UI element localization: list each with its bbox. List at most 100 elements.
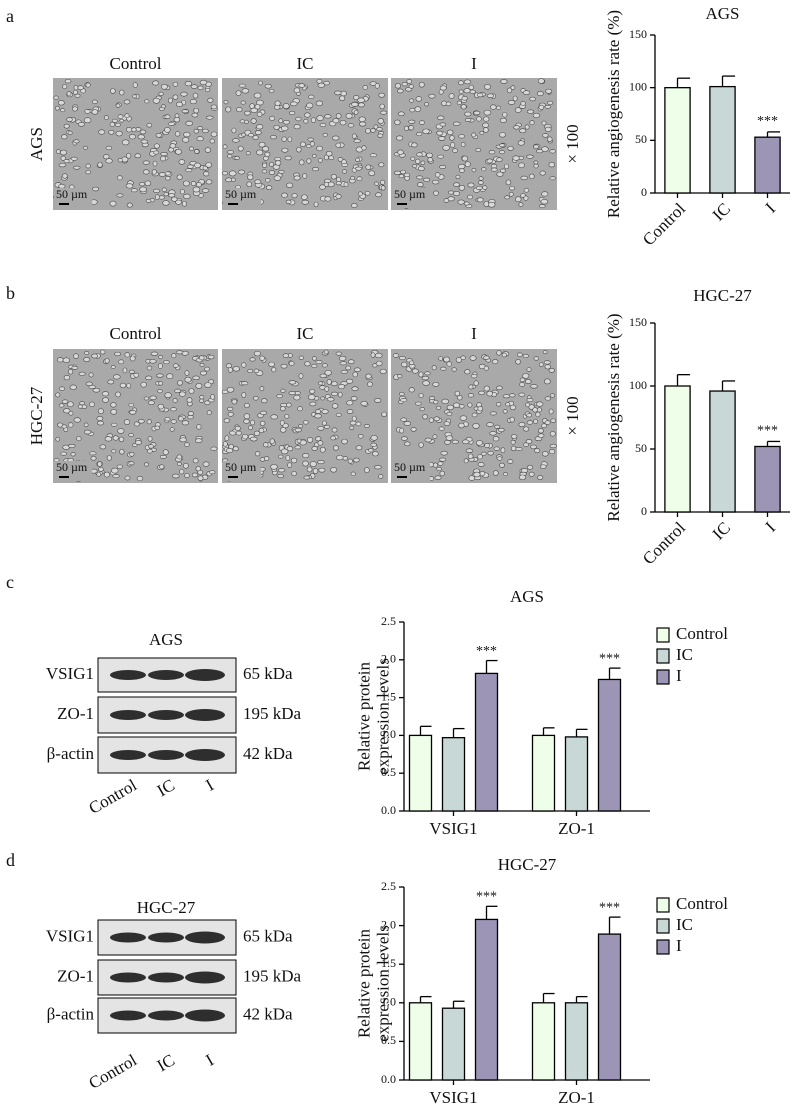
cell <box>253 396 259 401</box>
cell <box>96 416 104 421</box>
cell <box>140 139 149 144</box>
cell <box>350 396 358 401</box>
cell <box>88 385 96 389</box>
cell <box>83 422 89 428</box>
cell <box>364 467 370 474</box>
cell <box>419 120 425 125</box>
cell <box>416 131 423 137</box>
cell <box>331 403 339 409</box>
cell <box>438 426 445 431</box>
cell <box>347 359 355 365</box>
cell <box>256 124 264 130</box>
x-tick-label: Control <box>639 199 689 249</box>
cell <box>484 442 490 449</box>
cell <box>183 131 191 138</box>
cell <box>533 418 538 424</box>
x-tick-label: ZO-1 <box>558 1088 595 1104</box>
cell <box>419 407 425 412</box>
cell <box>227 411 234 417</box>
cell <box>324 114 332 119</box>
cell <box>74 93 81 98</box>
legend-label: IC <box>676 915 693 934</box>
cell <box>323 349 329 355</box>
cell <box>197 469 204 475</box>
cell <box>322 363 328 368</box>
cell <box>161 187 167 192</box>
cell <box>110 402 117 408</box>
cell <box>492 470 499 476</box>
cell <box>450 142 456 148</box>
legend-label: Control <box>676 894 728 913</box>
cell <box>533 356 540 361</box>
cell <box>269 438 275 445</box>
cell <box>535 411 541 418</box>
cell <box>114 351 122 357</box>
cell <box>341 163 349 167</box>
cell <box>358 102 365 108</box>
cell <box>177 461 182 466</box>
cell <box>142 160 150 165</box>
cell <box>256 99 264 106</box>
cell <box>523 426 530 432</box>
cell <box>99 444 107 450</box>
cell <box>85 169 91 175</box>
cell <box>191 472 199 478</box>
scale-bar-label: 50 µm <box>394 187 426 201</box>
cell <box>424 102 429 107</box>
cell <box>357 97 365 103</box>
cell <box>254 451 261 457</box>
cell <box>304 112 311 118</box>
cell <box>126 383 132 389</box>
error-bar <box>485 905 498 920</box>
cell <box>549 431 556 437</box>
cell <box>399 427 405 434</box>
blot-size-label: 42 kDa <box>243 1004 293 1023</box>
cell <box>63 159 70 164</box>
cell <box>477 92 484 98</box>
cell <box>134 153 142 159</box>
cell <box>97 461 103 467</box>
cell <box>520 101 526 106</box>
cell <box>496 350 502 356</box>
cell <box>285 455 291 461</box>
y-tick-label: 100 <box>629 378 647 392</box>
cell <box>199 362 205 367</box>
cell <box>463 79 472 85</box>
cell <box>77 404 83 409</box>
cell <box>67 401 74 408</box>
cell <box>72 106 78 112</box>
cell <box>128 369 135 374</box>
cell <box>181 200 187 207</box>
cell <box>117 157 123 163</box>
cell <box>269 115 275 121</box>
cell <box>313 201 319 208</box>
cell <box>253 350 261 357</box>
cell <box>487 201 496 208</box>
cell <box>367 381 373 387</box>
cell <box>458 89 464 94</box>
cell <box>444 440 451 445</box>
cell <box>539 170 546 176</box>
cell <box>91 109 99 115</box>
cell <box>381 411 388 417</box>
cell <box>157 389 163 394</box>
cell <box>236 106 243 113</box>
cell <box>401 436 408 441</box>
cell <box>247 174 254 181</box>
cell <box>140 381 147 388</box>
cell <box>328 155 334 161</box>
cell <box>478 176 484 181</box>
cell <box>198 355 205 361</box>
cell <box>291 470 297 477</box>
cell <box>541 191 549 197</box>
cell <box>187 411 195 416</box>
cell <box>126 202 133 208</box>
cell <box>515 446 523 451</box>
cell <box>197 126 203 131</box>
cell <box>340 369 348 374</box>
cell <box>309 389 316 394</box>
cell <box>339 119 347 126</box>
cell <box>119 382 127 389</box>
cell <box>281 136 287 142</box>
cell <box>437 154 444 159</box>
